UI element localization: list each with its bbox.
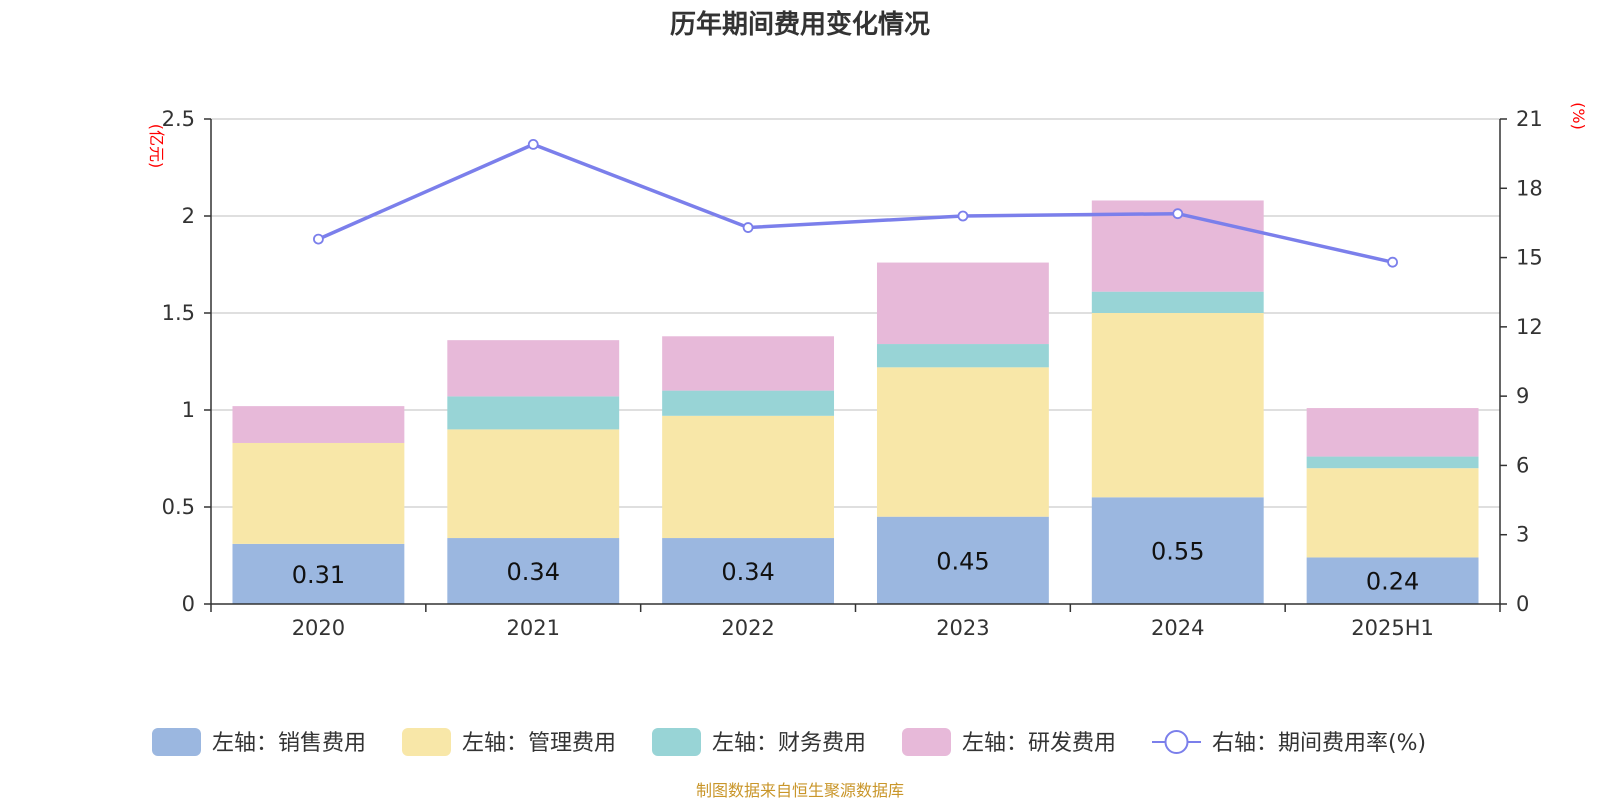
legend-label: 右轴：期间费用率(%): [1212, 731, 1426, 756]
bar-segment: [876, 516, 1049, 604]
legend-marker: [1164, 730, 1189, 754]
left-axis-tick-label: 1.5: [162, 301, 195, 325]
bar-segment: [1091, 291, 1264, 313]
rate-point: [313, 233, 324, 245]
bar-segment: [1306, 468, 1479, 558]
bar-segment: [662, 336, 835, 391]
bar-segment: [447, 340, 620, 397]
chart-title: 历年期间费用变化情况: [670, 9, 930, 40]
x-axis-tick-label: 2024: [1151, 616, 1204, 640]
legend-label: 左轴：研发费用: [962, 731, 1116, 756]
right-axis-tick-label: 3: [1516, 523, 1529, 547]
rate-point: [742, 222, 754, 233]
source-note: 制图数据来自恒生聚源数据库: [696, 781, 904, 800]
left-axis-tick-label: 2.5: [162, 107, 195, 131]
bar-series: [232, 200, 1479, 604]
bar-segment: [232, 442, 405, 544]
bar-data-label: 0.55: [1151, 538, 1204, 566]
left-axis-unit: (亿元): [147, 124, 166, 169]
axes: 0 0.5 1 1.5 2 2.5 0 3 6 9 12 15 18 21 2020 2021 2022 2023…: [162, 107, 1543, 640]
right-axis-tick-label: 9: [1516, 384, 1529, 408]
right-axis-tick-label: 21: [1516, 107, 1543, 131]
bar-segment: [662, 415, 835, 539]
bar-segment: [662, 390, 835, 416]
bar-data-label: 0.45: [936, 547, 989, 575]
left-axis-tick-label: 0.5: [162, 495, 195, 519]
legend-swatch: [652, 728, 701, 756]
bar-segment: [876, 262, 1049, 345]
x-axis-tick-label: 2021: [507, 616, 560, 640]
x-axis-tick-label: 2023: [936, 616, 989, 640]
rate-point: [1387, 256, 1398, 268]
right-axis-tick-label: 18: [1516, 176, 1543, 200]
bar-data-label: 0.24: [1366, 568, 1419, 596]
rate-point: [527, 139, 539, 150]
bar-segment: [232, 406, 405, 443]
legend-label: 左轴：财务费用: [712, 731, 866, 756]
rate-point: [1172, 208, 1184, 220]
x-axis-tick-label: 2022: [721, 616, 774, 640]
bar-labels: 0.31 0.34 0.34 0.45 0.55 0.24: [292, 538, 1420, 596]
bar-segment: [447, 396, 620, 430]
x-axis-tick-label: 2025H1: [1351, 616, 1434, 640]
legend-swatch: [152, 728, 201, 756]
bar-segment: [1091, 313, 1264, 498]
legend: 左轴：销售费用 左轴：管理费用 左轴：财务费用 左轴：研发费用 右轴：期间费用率(%): [152, 728, 1426, 756]
bar-segment: [1306, 456, 1479, 469]
bar-segment: [876, 344, 1049, 368]
legend-swatch: [402, 728, 451, 756]
bar-segment: [447, 538, 620, 604]
legend-label: 左轴：销售费用: [212, 731, 366, 756]
left-axis-tick-label: 1: [182, 398, 195, 422]
rate-point: [957, 210, 969, 222]
bar-segment: [662, 538, 835, 604]
bar-segment: [232, 543, 405, 604]
bar-segment: [1306, 408, 1479, 457]
bar-segment: [1091, 497, 1264, 604]
right-axis-tick-label: 0: [1516, 592, 1529, 616]
rate-line: [317, 142, 1393, 264]
bar-data-label: 0.34: [721, 558, 774, 586]
x-axis-tick-label: 2020: [292, 616, 345, 640]
left-axis-tick-label: 2: [182, 204, 195, 228]
bar-segment: [1306, 557, 1479, 604]
right-axis-tick-label: 15: [1516, 246, 1543, 270]
bar-segment: [447, 429, 620, 539]
legend-swatch: [902, 728, 951, 756]
right-axis-tick-label: 6: [1516, 453, 1529, 477]
grid-lines: [211, 118, 1500, 508]
bar-data-label: 0.31: [292, 561, 345, 589]
bar-data-label: 0.34: [507, 558, 560, 586]
legend-label: 左轴：管理费用: [462, 731, 616, 756]
line-series: [313, 139, 1398, 268]
right-axis-unit: (%): [1569, 102, 1588, 130]
right-axis-tick-label: 12: [1516, 315, 1543, 339]
left-axis-tick-label: 0: [182, 592, 195, 616]
bar-segment: [876, 367, 1049, 517]
